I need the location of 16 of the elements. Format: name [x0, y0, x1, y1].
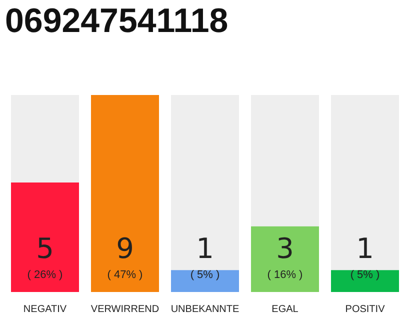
annotation: ( 47% ): [107, 269, 143, 281]
x-tick-label: POSITIV: [345, 304, 386, 315]
data-label: 3: [276, 232, 294, 265]
annotation: ( 26% ): [27, 269, 63, 281]
chart-title: 069247541118: [5, 2, 228, 41]
annotation: ( 5% ): [350, 269, 380, 281]
annotation: ( 16% ): [267, 269, 303, 281]
data-label: 5: [36, 232, 54, 265]
x-tick-label: NEGATIV: [23, 304, 67, 315]
x-tick-label: UNBEKANNTE: [170, 304, 240, 315]
x-tick-label: EGAL: [272, 304, 299, 315]
data-label: 9: [116, 232, 134, 265]
annotation: ( 5% ): [190, 269, 220, 281]
x-tick-label: VERWIRREND: [90, 304, 160, 315]
data-label: 1: [356, 232, 374, 265]
data-label: 1: [196, 232, 214, 265]
